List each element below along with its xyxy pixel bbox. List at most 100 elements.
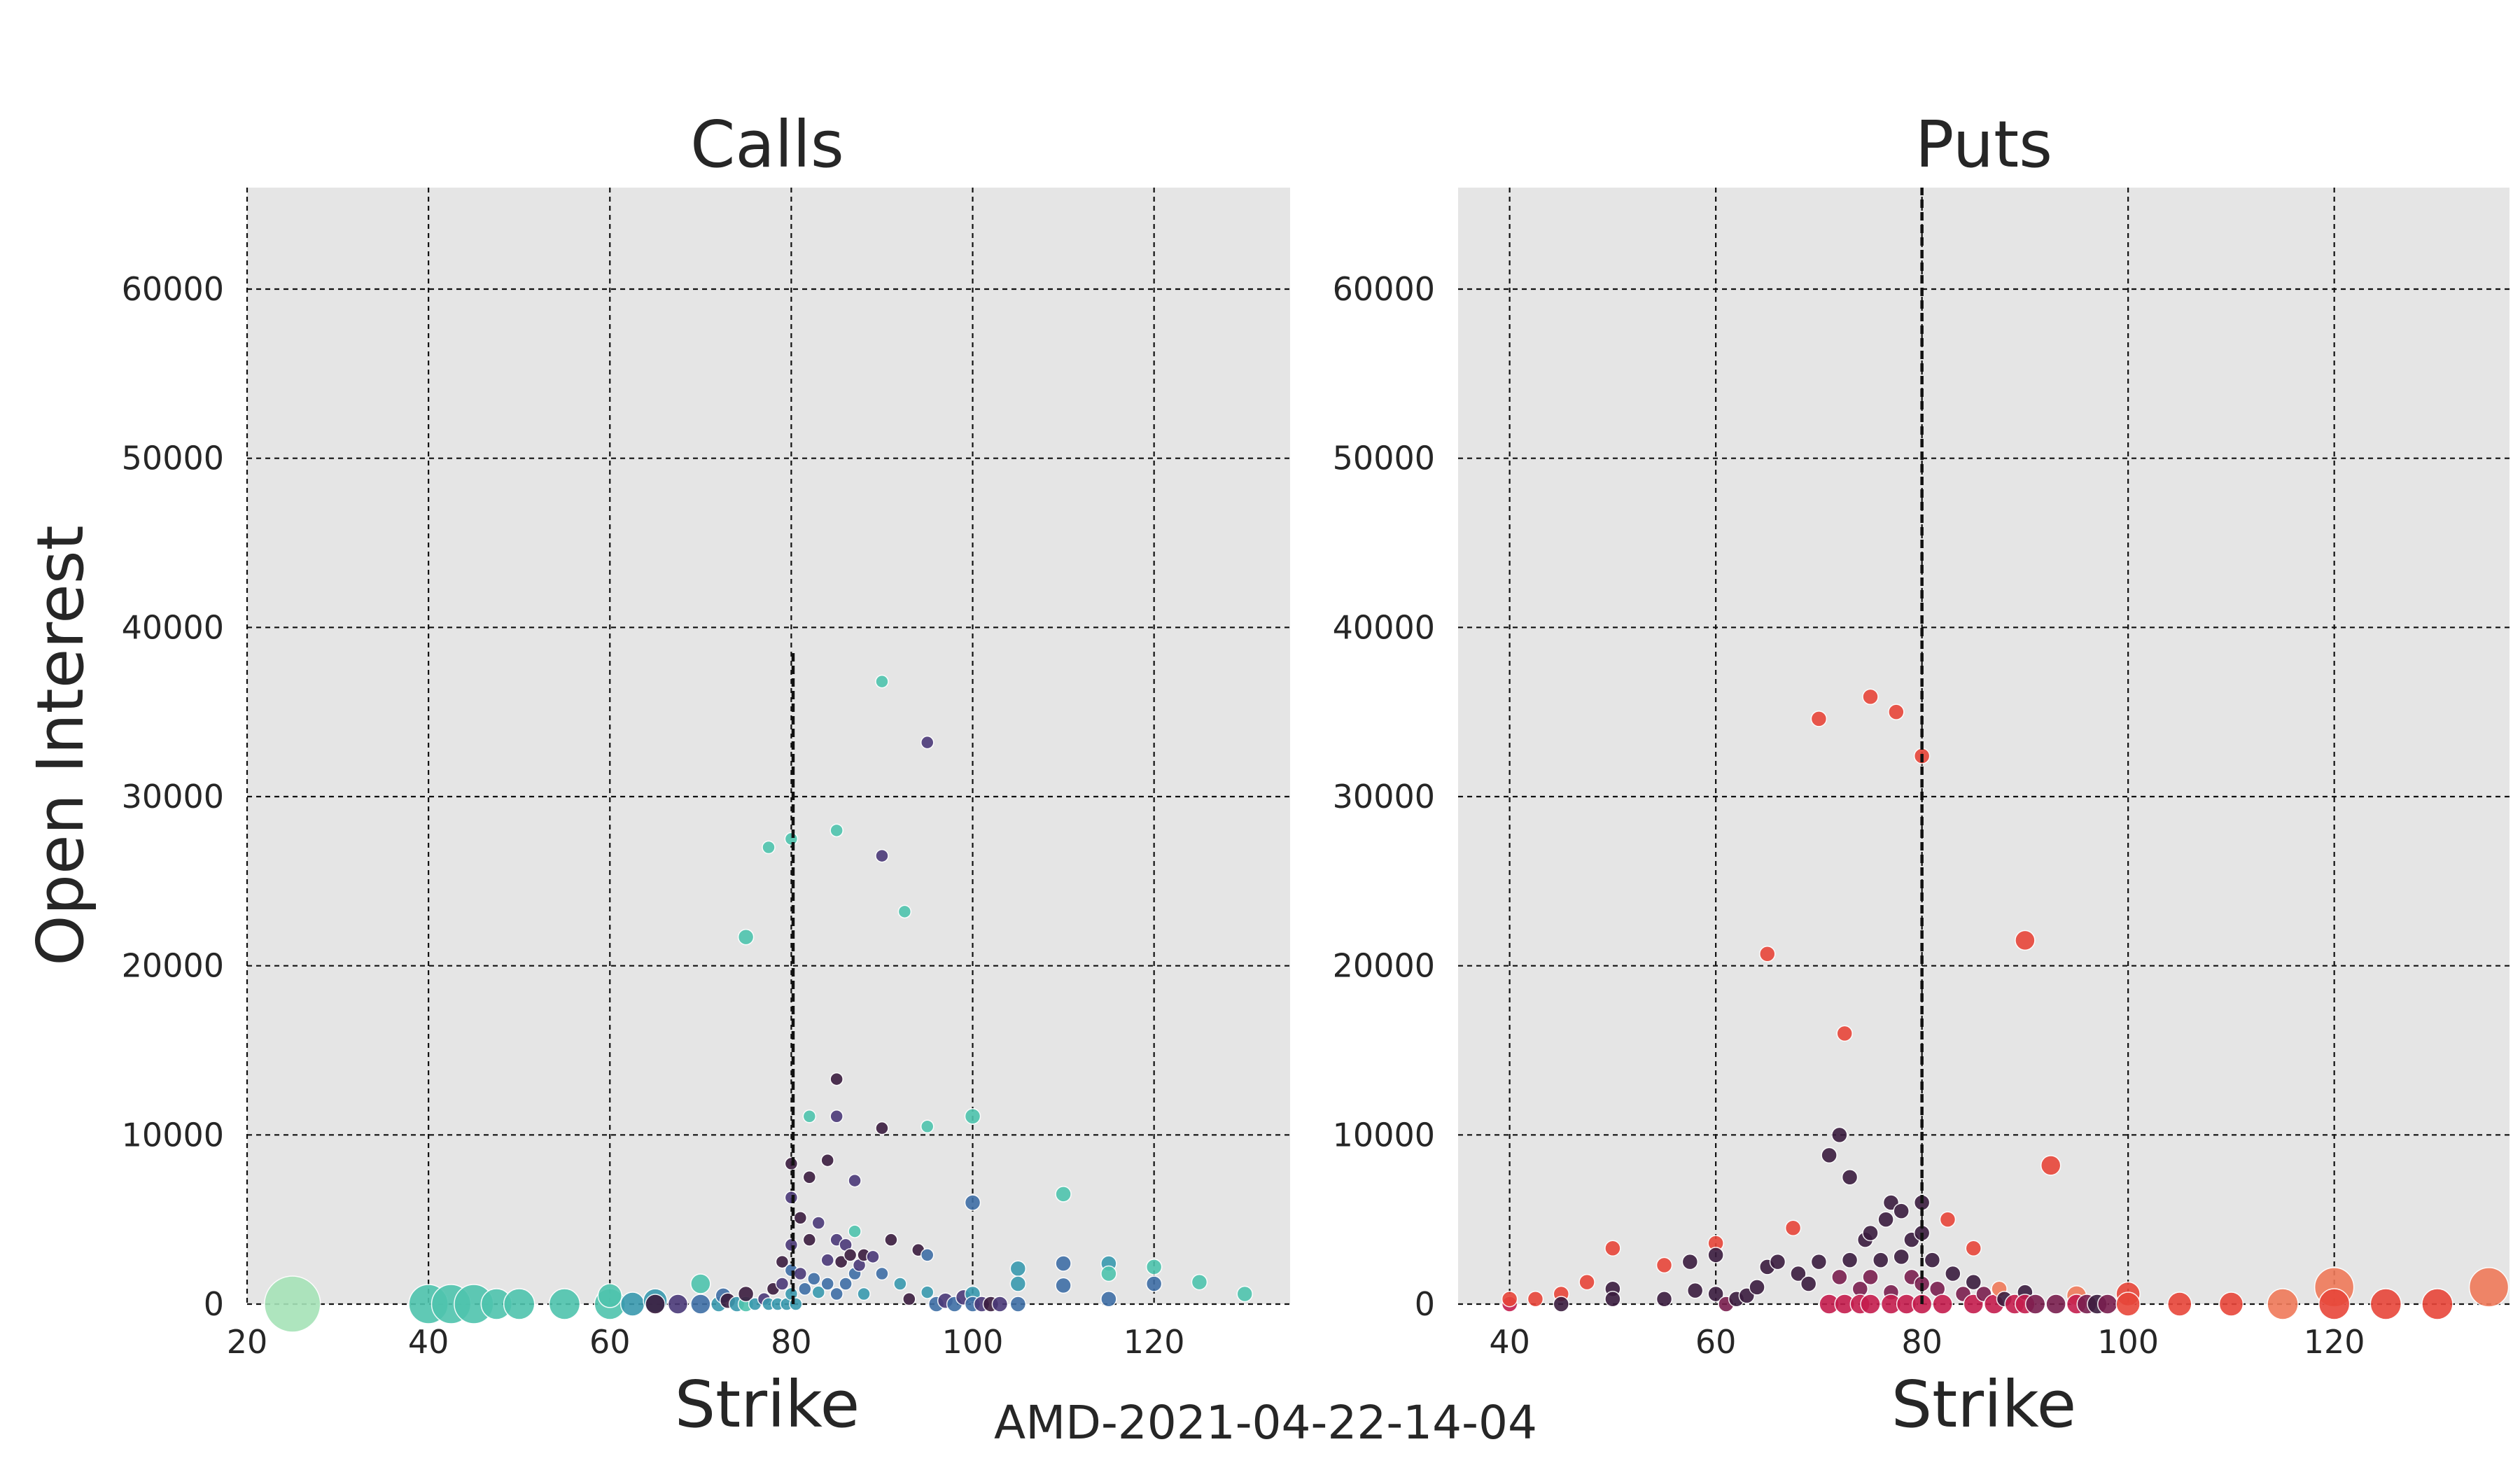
calls-point-0 xyxy=(264,1275,321,1333)
calls-point-93 xyxy=(1055,1186,1072,1203)
puts-point-87 xyxy=(2218,1292,2244,1317)
calls-point-9 xyxy=(620,1292,645,1317)
calls-point-102 xyxy=(1236,1285,1253,1303)
calls-title: Calls xyxy=(690,107,844,182)
calls-point-69 xyxy=(875,1266,889,1281)
calls-point-42 xyxy=(802,1233,817,1247)
calls-point-94 xyxy=(1055,1255,1072,1272)
puts-point-77 xyxy=(2040,1155,2062,1176)
calls-point-58 xyxy=(843,1248,858,1262)
puts-ytick-label: 0 xyxy=(1415,1285,1435,1323)
calls-x-ticks: 20 40 60 80 100 120 xyxy=(227,1323,1185,1361)
calls-point-70 xyxy=(884,1233,898,1247)
puts-point-59 xyxy=(1924,1252,1941,1268)
calls-point-59 xyxy=(848,1224,862,1238)
puts-point-49 xyxy=(1893,1203,1910,1219)
calls-point-98 xyxy=(1100,1291,1117,1308)
calls-xtick-label: 100 xyxy=(942,1323,1004,1361)
calls-point-101 xyxy=(1191,1273,1208,1291)
calls-point-73 xyxy=(902,1292,916,1306)
calls-ytick-label: 40000 xyxy=(122,608,224,646)
puts-point-25 xyxy=(1800,1275,1817,1292)
puts-point-11 xyxy=(1681,1253,1699,1270)
calls-point-38 xyxy=(793,1211,808,1225)
calls-point-99 xyxy=(1145,1259,1163,1275)
calls-xtick-label: 120 xyxy=(1124,1323,1185,1361)
puts-point-61 xyxy=(1932,1294,1953,1315)
puts-point-15 xyxy=(1707,1285,1724,1303)
calls-point-45 xyxy=(811,1216,826,1230)
puts-point-63 xyxy=(1945,1265,1961,1282)
calls-point-75 xyxy=(920,735,934,750)
puts-point-76 xyxy=(2024,1294,2046,1315)
calls-panel: 20 40 60 80 100 120 0 10000 20000 30000 40000 5000… xyxy=(23,107,1290,1442)
calls-point-12 xyxy=(667,1294,689,1315)
puts-point-43 xyxy=(1872,1252,1889,1268)
puts-point-88 xyxy=(2267,1288,2299,1320)
calls-point-41 xyxy=(802,1170,817,1184)
calls-point-5 xyxy=(503,1288,536,1320)
puts-point-91 xyxy=(2370,1288,2402,1320)
puts-ytick-label: 50000 xyxy=(1333,440,1435,477)
calls-point-44 xyxy=(807,1272,821,1286)
puts-x-axis-label: Strike xyxy=(1891,1367,2076,1442)
puts-point-6 xyxy=(1604,1240,1621,1256)
calls-point-91 xyxy=(1009,1275,1027,1292)
calls-point-66 xyxy=(875,674,889,689)
calls-xtick-label: 40 xyxy=(408,1323,449,1361)
puts-ytick-label: 10000 xyxy=(1333,1116,1435,1154)
puts-point-73 xyxy=(2015,930,2036,951)
puts-point-90 xyxy=(2318,1288,2351,1320)
calls-point-83 xyxy=(964,1108,981,1125)
calls-point-21 xyxy=(737,928,755,946)
calls-point-47 xyxy=(820,1153,834,1168)
calls-point-11 xyxy=(645,1294,666,1315)
puts-point-34 xyxy=(1841,1252,1858,1268)
calls-xtick-label: 80 xyxy=(771,1323,812,1361)
calls-point-54 xyxy=(830,1287,844,1301)
puts-plot-area xyxy=(1458,188,2510,1304)
puts-ytick-label: 20000 xyxy=(1333,947,1435,985)
puts-point-48 xyxy=(1888,704,1905,720)
puts-point-42 xyxy=(1860,1294,1881,1315)
puts-point-83 xyxy=(2096,1294,2118,1315)
puts-ytick-label: 60000 xyxy=(1333,270,1435,308)
puts-point-26 xyxy=(1810,710,1828,727)
puts-point-23 xyxy=(1784,1219,1802,1236)
calls-point-55 xyxy=(834,1254,848,1269)
calls-plot-area xyxy=(247,188,1290,1304)
calls-point-39 xyxy=(793,1266,808,1281)
puts-point-44 xyxy=(1877,1211,1894,1228)
calls-point-50 xyxy=(830,1072,844,1086)
puts-point-30 xyxy=(1831,1126,1848,1144)
calls-point-97 xyxy=(1100,1265,1117,1282)
calls-ytick-label: 20000 xyxy=(122,947,224,985)
puts-xtick-label: 80 xyxy=(1901,1323,1942,1361)
puts-point-62 xyxy=(1939,1211,1956,1228)
puts-point-85 xyxy=(2115,1292,2141,1317)
calls-point-84 xyxy=(964,1194,981,1211)
calls-point-33 xyxy=(784,1191,799,1205)
puts-ytick-label: 30000 xyxy=(1333,778,1435,816)
puts-point-12 xyxy=(1686,1282,1704,1299)
calls-point-78 xyxy=(920,1285,934,1299)
puts-point-2 xyxy=(1527,1291,1544,1308)
calls-ytick-label: 30000 xyxy=(122,778,224,816)
puts-point-40 xyxy=(1862,1224,1879,1242)
calls-point-6 xyxy=(548,1288,581,1320)
calls-point-72 xyxy=(897,904,912,919)
calls-point-14 xyxy=(690,1273,711,1294)
calls-point-37 xyxy=(789,1297,803,1311)
calls-point-8 xyxy=(597,1283,623,1308)
y-axis-label: Open Interest xyxy=(23,525,98,966)
calls-point-40 xyxy=(798,1282,812,1296)
puts-x-ticks: 40 60 80 100 120 xyxy=(1489,1323,2365,1361)
puts-title: Puts xyxy=(1915,107,2052,182)
puts-point-1 xyxy=(1501,1291,1518,1308)
calls-point-77 xyxy=(920,1248,934,1262)
calls-point-71 xyxy=(893,1277,907,1291)
calls-point-46 xyxy=(811,1285,826,1299)
calls-ytick-label: 50000 xyxy=(122,440,224,477)
puts-xtick-label: 60 xyxy=(1695,1323,1737,1361)
